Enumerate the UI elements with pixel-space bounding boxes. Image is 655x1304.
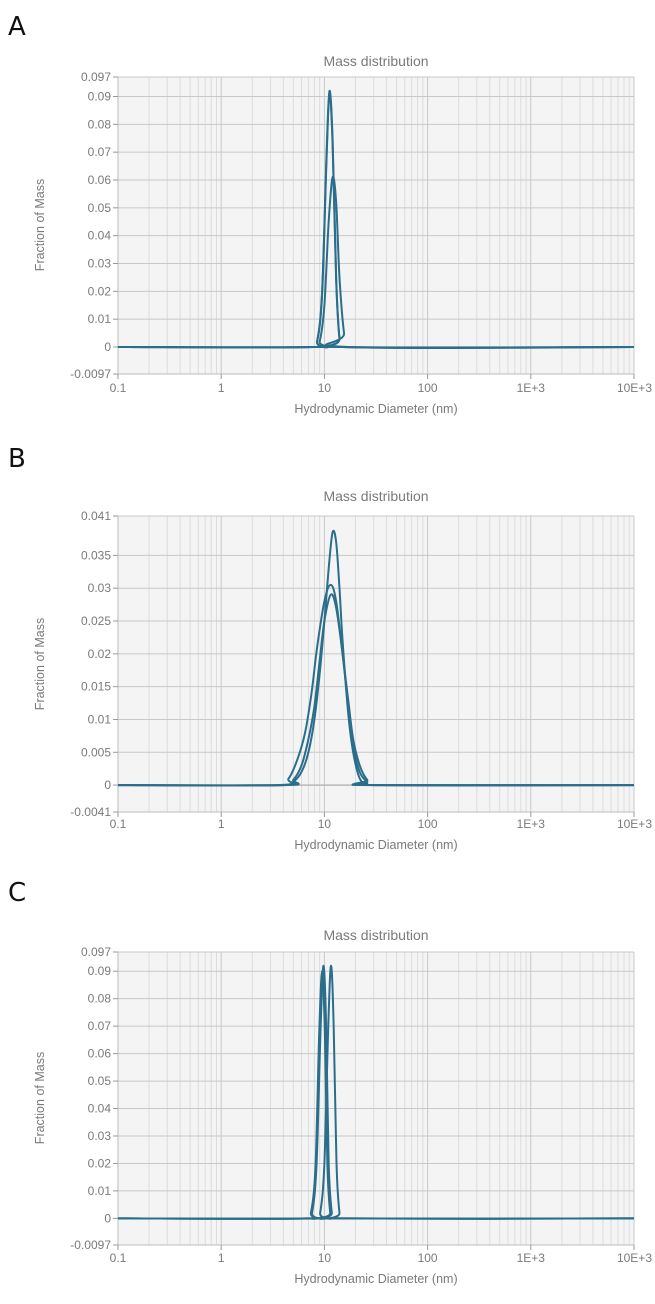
chart-a: -0.0097 0 0.01 0.02 0.03 0.04 0.05 0.06 0.07 0.08… xyxy=(33,53,652,416)
y-tick-label: 0.097 xyxy=(81,70,111,84)
chart-title: Mass distribution xyxy=(323,53,428,69)
x-tick-label: 0.1 xyxy=(110,817,127,831)
panel-c: C -0.0097 0 0.01 0.02 0.03 0.04 0.05 0.06 0.07 0.… xyxy=(0,872,655,1304)
y-tick-label: 0.041 xyxy=(81,509,111,523)
y-tick-label: 0 xyxy=(104,1211,111,1225)
x-tick-label: 10E+3 xyxy=(617,817,652,831)
plot-area xyxy=(118,516,634,812)
y-tick-label: 0.015 xyxy=(81,680,111,694)
series-line-3 xyxy=(117,964,635,1220)
y-tick-label: 0.03 xyxy=(88,256,112,270)
y-axis-title: Fraction of Mass xyxy=(33,1052,47,1144)
x-tick-label: 10 xyxy=(318,381,332,395)
y-tick-label: 0.05 xyxy=(88,201,112,215)
x-tick-label: 100 xyxy=(418,1251,438,1265)
y-tick-label: 0.02 xyxy=(88,284,112,298)
y-tick-label: 0 xyxy=(104,778,111,792)
y-tick-label: 0.05 xyxy=(88,1074,112,1088)
y-tick-label: 0.005 xyxy=(81,745,111,759)
y-tick-label: 0 xyxy=(104,340,111,354)
y-tick-label: 0.025 xyxy=(81,614,111,628)
plot-area xyxy=(118,952,634,1245)
chart-c: -0.0097 0 0.01 0.02 0.03 0.04 0.05 0.06 0.07 0.08… xyxy=(33,927,652,1286)
x-tick-label: 100 xyxy=(418,817,438,831)
x-tick-label: 1 xyxy=(218,1251,225,1265)
x-tick-label: 1 xyxy=(218,817,225,831)
y-tick-label: 0.04 xyxy=(88,1102,112,1116)
chart-b: -0.0041 0 0.005 0.01 0.015 0.02 0.025 0.03 0.035… xyxy=(33,488,652,852)
panel-b: B -0.0041 0 0.005 0.01 0.015 0.02 0.025 0.03 0.0… xyxy=(0,436,655,868)
series-line-3 xyxy=(117,593,635,787)
chart-title: Mass distribution xyxy=(323,488,428,504)
y-tick-label: 0.08 xyxy=(88,992,112,1006)
y-axis-title: Fraction of Mass xyxy=(33,179,47,271)
y-tick-label: -0.0041 xyxy=(70,805,111,819)
x-tick-label: 10E+3 xyxy=(617,381,652,395)
x-tick-label: 1E+3 xyxy=(517,817,546,831)
y-tick-label: 0.06 xyxy=(88,1047,112,1061)
y-tick-label: 0.02 xyxy=(88,647,112,661)
y-tick-label: -0.0097 xyxy=(70,1238,111,1252)
y-tick-label: 0.097 xyxy=(81,945,111,959)
panel-letter-c: C xyxy=(8,878,27,908)
y-tick-label: 0.06 xyxy=(88,173,112,187)
panel-letter-b: B xyxy=(8,444,26,474)
x-axis-title: Hydrodynamic Diameter (nm) xyxy=(294,402,457,416)
y-tick-label: 0.07 xyxy=(88,1019,112,1033)
y-tick-label: 0.035 xyxy=(81,548,111,562)
y-tick-label: 0.09 xyxy=(88,89,112,103)
panel-letter-a: A xyxy=(8,12,26,42)
x-tick-label: 10E+3 xyxy=(617,1251,652,1265)
y-tick-label: 0.09 xyxy=(88,964,112,978)
y-tick-label: 0.03 xyxy=(88,581,112,595)
x-tick-label: 100 xyxy=(418,381,438,395)
x-axis-title: Hydrodynamic Diameter (nm) xyxy=(294,1272,457,1286)
y-tick-label: 0.07 xyxy=(88,145,112,159)
y-tick-label: 0.01 xyxy=(88,1184,112,1198)
y-tick-label: 0.01 xyxy=(88,712,112,726)
x-tick-label: 10 xyxy=(318,1251,332,1265)
y-tick-label: 0.01 xyxy=(88,312,112,326)
x-tick-label: 10 xyxy=(318,817,332,831)
y-tick-label: 0.03 xyxy=(88,1129,112,1143)
plot-area xyxy=(118,77,634,374)
y-tick-label: 0.08 xyxy=(88,117,112,131)
x-tick-label: 1E+3 xyxy=(517,381,546,395)
x-tick-label: 1E+3 xyxy=(517,1251,546,1265)
x-tick-label: 1 xyxy=(218,381,225,395)
panel-a: A -0.0097 0 0.01 0.02 0.03 0.04 0.05 0.06 0.07 0.… xyxy=(0,0,655,432)
y-tick-label: 0.04 xyxy=(88,229,112,243)
series-line-3 xyxy=(117,175,635,350)
x-tick-label: 0.1 xyxy=(110,1251,127,1265)
y-tick-label: 0.02 xyxy=(88,1156,112,1170)
y-axis-title: Fraction of Mass xyxy=(33,618,47,710)
chart-title: Mass distribution xyxy=(323,927,428,943)
x-tick-label: 0.1 xyxy=(110,381,127,395)
y-tick-label: -0.0097 xyxy=(70,367,111,381)
x-axis-title: Hydrodynamic Diameter (nm) xyxy=(294,838,457,852)
